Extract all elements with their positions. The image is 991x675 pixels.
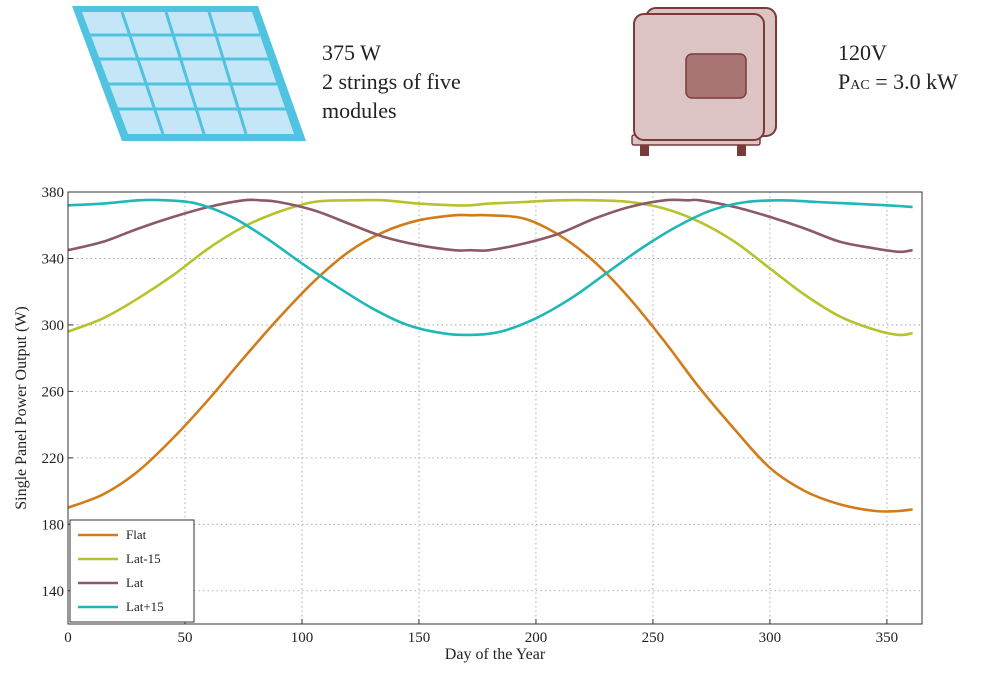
plot-frame	[67, 191, 923, 625]
inverter-spec: 120V PAC = 3.0 kW	[838, 38, 958, 100]
power-output-chart: 0 50 100 150 200 250 300 350 140 180 220 260 300 340 3…	[13, 185, 923, 663]
y-axis-title: Single Panel Power Output (W)	[13, 306, 30, 510]
legend-label: Flat	[126, 527, 147, 542]
inverter-window	[685, 53, 747, 99]
x-tick-label: 0	[64, 630, 72, 646]
panel-spec: 375 W 2 strings of five modules	[322, 38, 461, 125]
inverter-icon	[631, 7, 777, 156]
chart-ticks: 0 50 100 150 200 250 300 350 140 180 220 260 300 340 3…	[42, 185, 899, 646]
y-tick-label: 180	[42, 517, 65, 533]
legend-box	[69, 519, 195, 623]
panel-strings-label-2: modules	[322, 98, 397, 123]
series-line-lat	[67, 198, 913, 254]
x-tick-label: 350	[876, 630, 899, 646]
y-tick-label: 220	[42, 451, 65, 467]
y-tick-label: 340	[42, 251, 65, 267]
pac-subscript: AC	[850, 78, 870, 93]
legend-label: Lat+15	[126, 599, 164, 614]
x-tick-label: 300	[759, 630, 782, 646]
y-tick-label: 140	[42, 584, 65, 600]
pac-value: = 3.0 kW	[869, 69, 958, 94]
solar-panel-grid	[90, 11, 286, 135]
panel-strings-label-1: 2 strings of five	[322, 69, 461, 94]
x-tick-label: 200	[525, 630, 548, 646]
x-axis-title: Day of the Year	[445, 646, 546, 663]
series-line-flat	[67, 213, 913, 513]
chart-series	[67, 198, 913, 513]
chart-legend: Flat Lat-15 Lat Lat+15	[69, 519, 195, 623]
x-tick-label: 250	[642, 630, 665, 646]
x-tick-label: 100	[291, 630, 314, 646]
inverter-power-label: PAC = 3.0 kW	[838, 67, 958, 100]
pac-symbol: P	[838, 69, 851, 94]
inverter-voltage-label: 120V	[838, 40, 887, 65]
solar-panel-cells	[82, 12, 294, 134]
x-tick-label: 50	[177, 630, 192, 646]
solar-panel-icon	[72, 6, 306, 141]
series-line-lat-15	[67, 198, 913, 337]
series-line-lat-15	[67, 198, 913, 337]
y-tick-label: 260	[42, 384, 65, 400]
panel-power-label: 375 W	[322, 40, 381, 65]
legend-label: Lat-15	[126, 551, 161, 566]
x-tick-label: 150	[408, 630, 431, 646]
legend-label: Lat	[126, 575, 144, 590]
y-tick-label: 300	[42, 318, 65, 334]
y-tick-label: 380	[42, 185, 65, 201]
